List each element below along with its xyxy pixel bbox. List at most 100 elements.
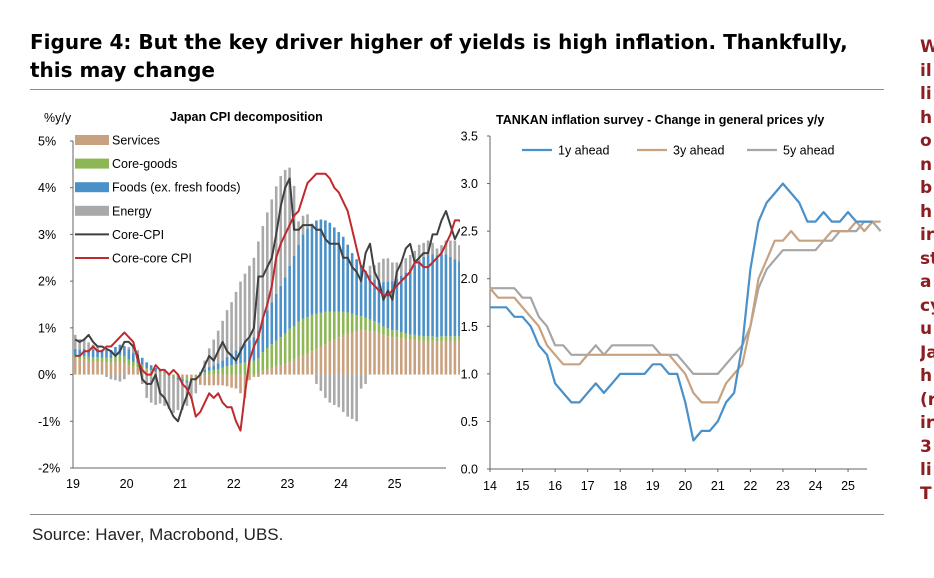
side-text-line: o [920,131,932,151]
bar-foods-ex-fresh-foods [216,363,220,369]
bar-energy [266,212,269,311]
bar-foods-ex-fresh-foods [239,347,242,364]
x-tick-label: 18 [613,479,627,493]
bar-foods-ex-fresh-foods [109,350,113,359]
bar-core-goods [100,357,104,362]
bar-energy [315,374,318,384]
bar-foods-ex-fresh-foods [413,264,416,335]
bar-foods-ex-fresh-foods [149,365,153,370]
y-tick-label: 3% [38,228,56,242]
bar-core-goods [73,355,77,359]
x-tick-label: 19 [646,479,660,493]
bar-foods-ex-fresh-foods [377,281,381,324]
bar-services [377,332,381,375]
bar-core-goods [301,318,305,355]
bar-services [118,361,122,375]
line-3y-ahead [489,220,881,404]
bar-foods-ex-fresh-foods [301,234,305,319]
bar-core-goods [145,368,148,370]
legend-label: 1y ahead [558,144,609,158]
bar-foods-ex-fresh-foods [310,223,314,315]
bar-services [266,368,269,375]
bar-energy [118,374,122,382]
x-tick-label: 24 [809,479,823,493]
bar-core-goods [364,317,367,331]
bar-energy [359,374,363,389]
bar-services [333,339,336,375]
x-tick-label: 20 [678,479,692,493]
bar-energy [333,374,336,405]
bar-services [261,370,265,375]
bar-energy [127,347,131,350]
bar-energy [426,240,430,255]
side-text-line: il [920,60,932,81]
bar-core-goods [386,328,390,337]
bar-core-goods [203,372,207,375]
bar-core-goods [453,336,457,341]
page-title: Figure 4: But the key driver higher of y… [30,30,848,82]
bar-foods-ex-fresh-foods [140,357,144,365]
bar-foods-ex-fresh-foods [96,348,99,358]
bar-services [413,339,416,375]
bar-services [328,341,332,375]
y-tick-label: 0% [38,368,56,382]
bar-foods-ex-fresh-foods [154,368,157,372]
bar-energy [248,265,251,341]
bar-core-goods [109,358,113,363]
x-tick-label: 21 [173,477,187,491]
bar-energy [181,381,184,410]
bottom-divider [30,514,884,515]
bar-foods-ex-fresh-foods [337,232,341,312]
bar-energy [172,377,175,413]
bar-services [449,340,452,375]
bar-core-goods [140,364,144,368]
y-tick-label: 1.0 [461,367,478,381]
bar-services [248,374,251,381]
bar-energy [355,374,358,422]
bar-foods-ex-fresh-foods [132,352,135,362]
bar-core-goods [230,365,233,375]
side-text-line: Ja [920,342,934,363]
bar-core-goods [435,337,439,342]
bar-foods-ex-fresh-foods [283,277,287,334]
legend-swatch [75,135,109,145]
bar-foods-ex-fresh-foods [341,236,345,312]
bar-core-goods [400,332,403,339]
bar-foods-ex-fresh-foods [212,365,215,370]
side-text-line: b [920,178,933,198]
bar-services [373,331,376,375]
legend-label: Core-goods [112,157,177,171]
bar-core-goods [324,311,327,345]
bar-core-goods [257,358,260,375]
side-text-line: li [920,84,932,104]
y-tick-label: -2% [38,462,60,476]
bar-energy [391,262,394,282]
bar-foods-ex-fresh-foods [297,244,300,322]
y-tick-label: 3.0 [461,177,478,191]
bar-services [426,340,430,375]
bar-services [422,340,425,375]
bar-services [417,340,421,375]
x-tick-label: 25 [388,477,402,491]
bar-core-goods [377,323,381,333]
bar-energy [449,240,452,257]
legend-label: Services [112,134,160,148]
bar-energy [109,374,113,380]
bar-energy [82,339,86,349]
bar-core-goods [270,344,274,368]
legend-label: Core-core CPI [112,252,192,266]
bar-energy [163,375,166,406]
bar-energy [431,242,434,255]
bar-foods-ex-fresh-foods [163,371,166,373]
bar-services [364,330,367,375]
bar-energy [132,345,135,353]
x-tick-label: 17 [581,479,595,493]
y-tick-label: 0.5 [461,415,478,429]
bar-foods-ex-fresh-foods [458,261,460,337]
bar-services [274,366,278,375]
bar-core-goods [408,334,412,340]
side-text-line: ir [920,225,934,245]
chart-title: TANKAN inflation survey - Change in gene… [496,113,824,127]
bar-core-goods [319,312,323,347]
